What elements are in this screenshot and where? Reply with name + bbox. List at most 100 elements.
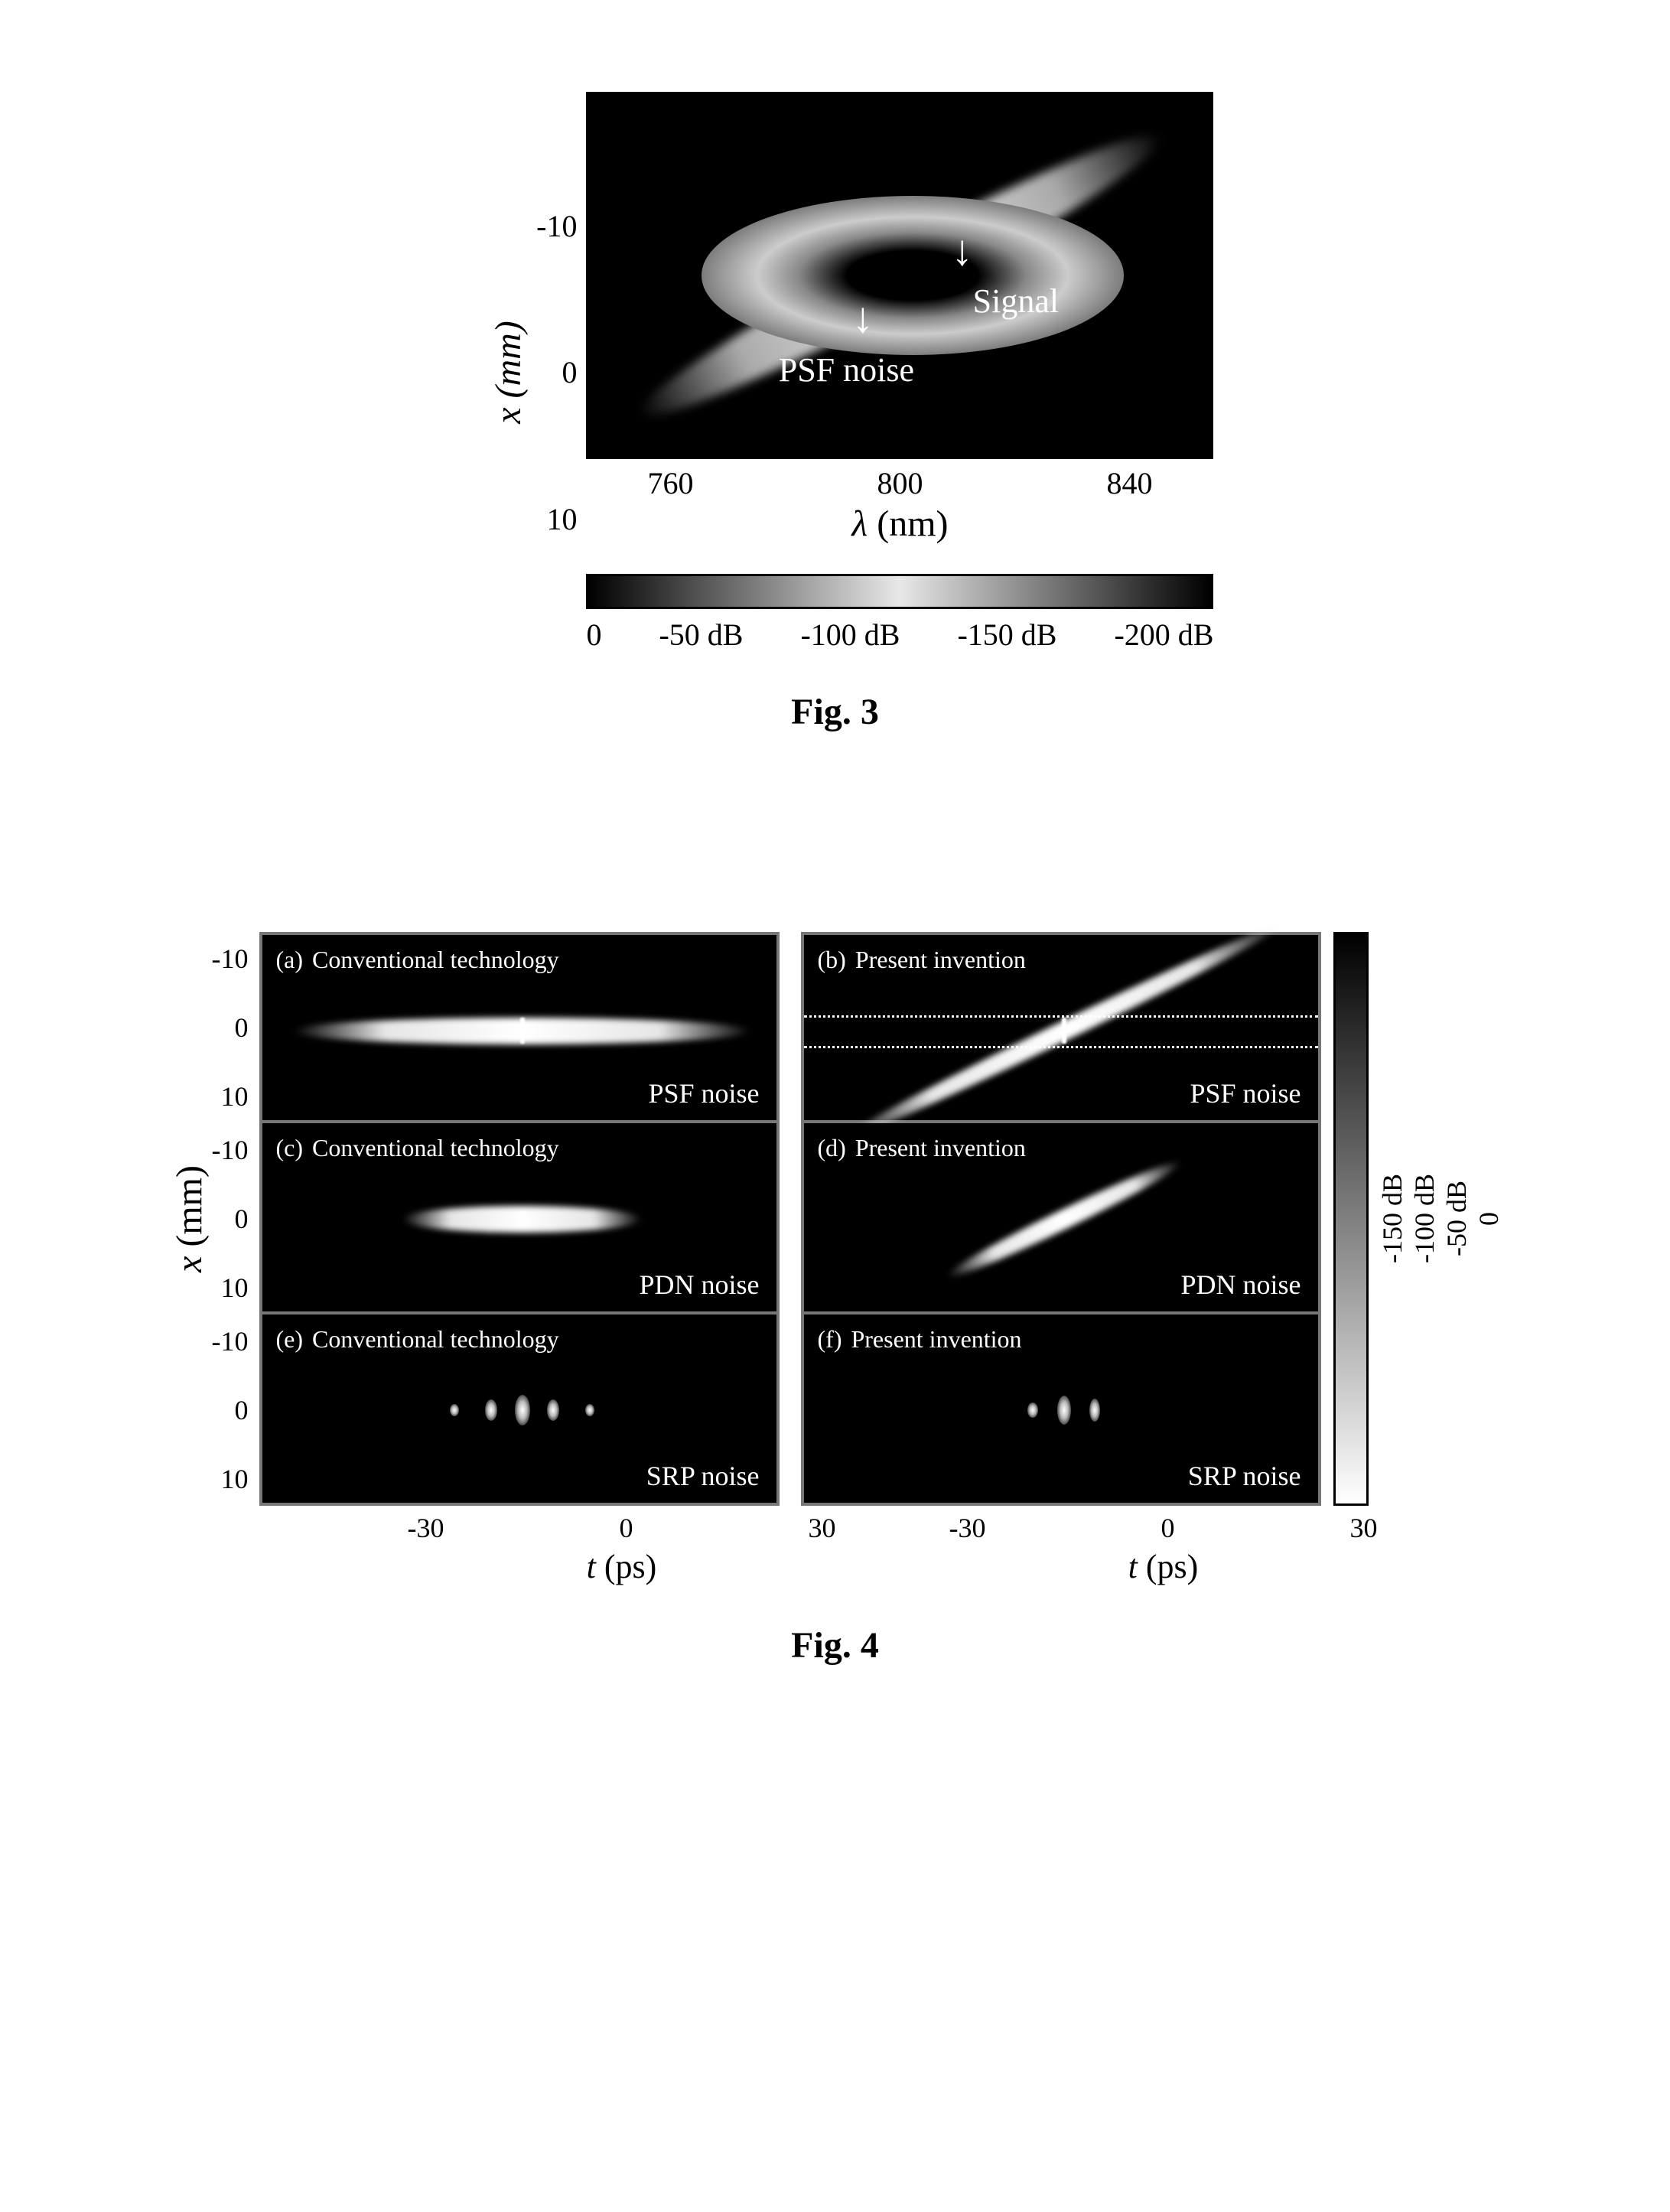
fig4-panel-c: (c)Conventional technology PDN noise [259,1123,780,1314]
fig4-xaxes: -30 0 30 t (ps) -30 0 30 t (ps) [362,1506,1424,1586]
fig4-xaxis-right: -30 0 30 t (ps) [903,1506,1424,1586]
ytick: 10 [212,1272,249,1304]
fig4-xlabel: t (ps) [903,1547,1424,1586]
fig3-plot-area: ↓PSF noise↓Signal [586,92,1213,459]
panel-noise-label: PDN noise [1180,1269,1301,1301]
panel-noise-label: PSF noise [1190,1077,1301,1109]
fig4-xlabel: t (ps) [362,1547,882,1586]
x-var: t [587,1548,596,1585]
x-unit: (nm) [868,503,948,544]
panel-noise-label: PDN noise [639,1269,759,1301]
fig4-column-left: (a)Conventional technology PSF noise (c)Co… [259,932,780,1506]
fig3-colorbar-ticks: 0 -50 dB -100 dB -150 dB -200 dB [586,617,1213,653]
panel-tag: (e)Conventional technology [276,1325,559,1354]
ytick: -10 [212,1325,249,1357]
cbar-tick: -200 dB [1114,617,1213,653]
ytick-group: -10 0 10 [212,1322,249,1498]
xtick: -30 [949,1512,986,1544]
fig4-colorbar-ticks: -150 dB -100 dB -50 dB 0 [1376,932,1505,1506]
cbar-tick: 0 [586,617,601,653]
panel-tag: (b)Present invention [818,946,1026,974]
dashed-line [804,1046,1318,1048]
cbar-tick: 0 [1473,932,1505,1506]
x-unit: (ps) [596,1548,656,1585]
fig4-grid: (a)Conventional technology PSF noise (c)Co… [259,932,1505,1506]
fig4-caption: Fig. 4 [791,1624,879,1666]
ytick-group: -10 0 10 [212,940,249,1116]
fig4-xticks: -30 0 30 [362,1506,882,1544]
srp-dot [1057,1396,1071,1425]
center-glint [1062,1018,1066,1044]
fig4-column-right: (b)Present invention PSF noise (d)Present … [801,932,1321,1506]
xtick: 0 [620,1512,633,1544]
ytick: -10 [536,208,577,244]
fig3-yticks: -10 0 10 [536,208,577,537]
xtick: 800 [877,465,923,501]
fig4-xticks: -30 0 30 [903,1506,1424,1544]
srp-dot [1089,1399,1100,1422]
xtick: 760 [647,465,693,501]
cbar-tick: -100 dB [1408,932,1440,1506]
panel-streak [402,1206,642,1233]
ytick: 10 [536,501,577,537]
xtick: 30 [809,1512,836,1544]
srp-dot [515,1395,530,1425]
fig4-panel-e: (e)Conventional technology SRP noise [259,1314,780,1506]
srp-dot [585,1404,594,1416]
panel-streak [942,1153,1185,1285]
figure-4: x (mm) -10 0 10 -10 0 10 -10 0 10 [153,932,1517,1666]
fig3-ylabel: x (mm) [487,321,529,424]
fig3-main: x (mm) -10 0 10 ↓PSF noise↓Signal 760 80… [457,92,1214,653]
panel-noise-label: SRP noise [646,1460,760,1492]
srp-dot [450,1404,459,1416]
xtick: 0 [1161,1512,1175,1544]
ytick: -10 [212,1134,249,1166]
panel-tag: (d)Present invention [818,1134,1026,1162]
cbar-tick: -150 dB [1376,932,1408,1506]
fig3-xlabel: λ (nm) [586,503,1213,545]
ytick: 0 [536,354,577,390]
fig4-chart: x (mm) -10 0 10 -10 0 10 -10 0 10 [166,932,1505,1506]
fig4-panel-f: (f)Present inventionSRP noise [801,1314,1321,1506]
fig3-chart: x (mm) -10 0 10 ↓PSF noise↓Signal 760 80… [457,92,1214,653]
ytick: 0 [212,1394,249,1426]
fig3-signal-oval [702,196,1124,355]
xtick: -30 [408,1512,444,1544]
xtick: 30 [1350,1512,1378,1544]
y-var: x [168,1256,209,1272]
panel-noise-label: PSF noise [648,1077,759,1109]
arrow-down-icon: ↓ [952,230,973,272]
srp-dot [485,1399,497,1421]
ytick: -10 [212,943,249,975]
fig3-signal-label: Signal [973,282,1059,321]
fig4-xaxis-left: -30 0 30 t (ps) [362,1506,882,1586]
cbar-tick: -50 dB [1440,932,1473,1506]
cbar-tick: -150 dB [957,617,1056,653]
ytick: 10 [212,1080,249,1113]
panel-tag: (f)Present invention [818,1325,1022,1354]
ytick: 10 [212,1463,249,1495]
arrow-down-icon: ↓ [852,297,874,340]
panel-tag: (a)Conventional technology [276,946,559,974]
cbar-tick: -100 dB [800,617,900,653]
fig3-caption: Fig. 3 [791,691,879,733]
cbar-tick: -50 dB [659,617,743,653]
center-glint [520,1018,525,1044]
srp-dot [547,1399,559,1421]
fig4-panel-d: (d)Present invention PDN noise [801,1123,1321,1314]
srp-dot [1027,1402,1038,1418]
panel-tag: (c)Conventional technology [276,1134,559,1162]
fig3-colorbar [586,574,1213,609]
x-unit: (ps) [1138,1548,1198,1585]
fig4-panel-a: (a)Conventional technology PSF noise [259,932,780,1123]
xtick: 840 [1106,465,1152,501]
ytick: 0 [212,1012,249,1044]
fig3-psf-label: PSF noise [779,350,914,389]
fig3-xticks: 760 800 840 [586,465,1213,501]
fig4-columns: (a)Conventional technology PSF noise (c)Co… [259,932,1321,1506]
x-var: t [1128,1548,1138,1585]
figure-3: x (mm) -10 0 10 ↓PSF noise↓Signal 760 80… [153,92,1517,733]
y-var: x (mm) [487,321,528,424]
dashed-line [804,1015,1318,1018]
fig4-colorbar [1333,932,1369,1506]
